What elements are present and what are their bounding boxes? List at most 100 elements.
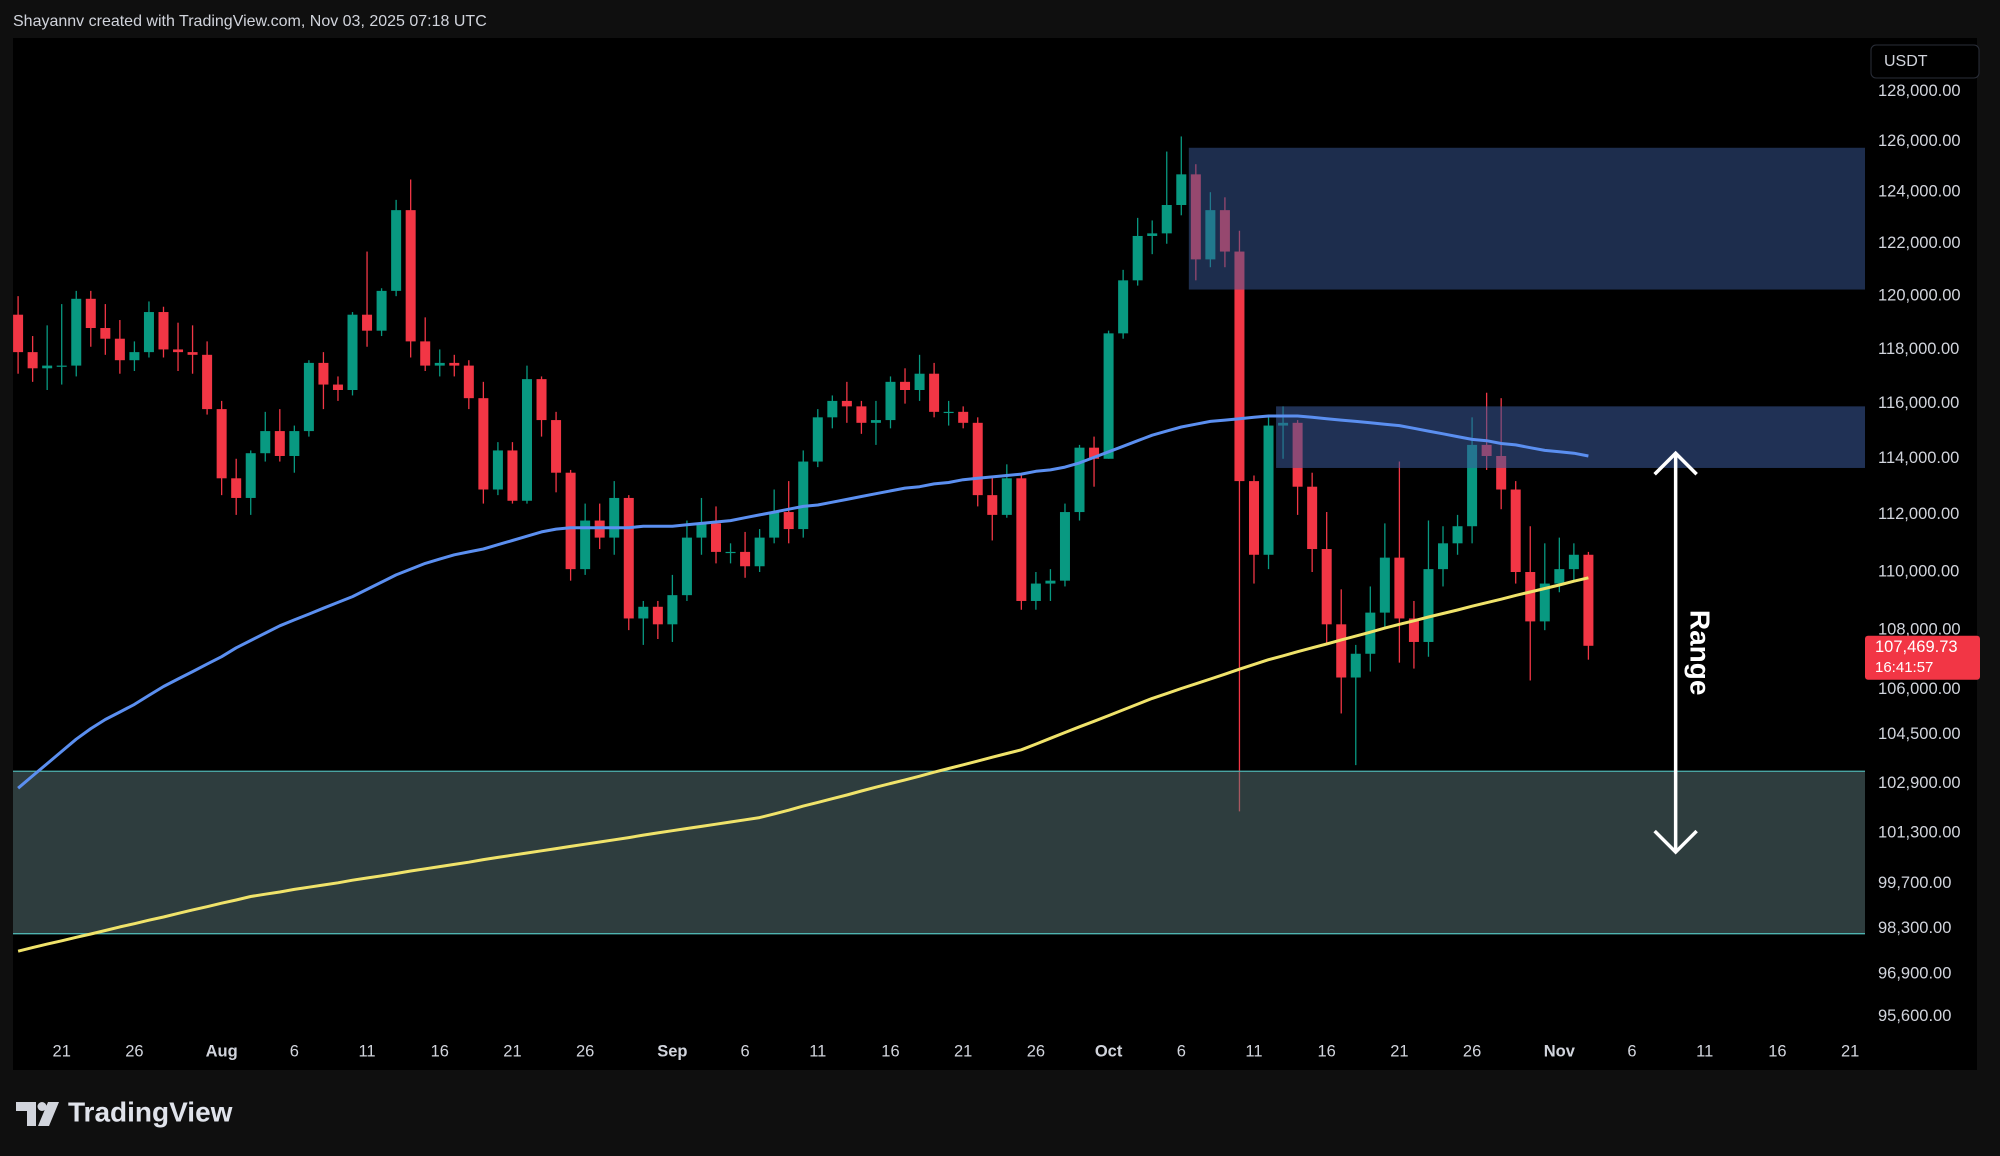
candle-body bbox=[551, 420, 562, 473]
candle-body bbox=[303, 362, 314, 432]
x-tick-label: 16 bbox=[431, 1042, 449, 1060]
x-tick-label: Oct bbox=[1095, 1042, 1123, 1060]
x-tick-label: 11 bbox=[358, 1042, 375, 1060]
x-tick-label: 21 bbox=[1841, 1042, 1859, 1060]
candle-body bbox=[463, 365, 474, 399]
candle-body bbox=[623, 497, 634, 619]
candle-body bbox=[1059, 512, 1070, 581]
candle-body bbox=[958, 411, 969, 423]
x-tick-label: Nov bbox=[1544, 1042, 1576, 1060]
currency-box bbox=[1870, 44, 1980, 79]
candle-body bbox=[638, 606, 649, 619]
candle-body bbox=[1568, 554, 1579, 570]
x-tick-label: 21 bbox=[53, 1042, 71, 1060]
candle-body bbox=[332, 384, 343, 390]
y-tick-label: 114,000.00 bbox=[1878, 449, 1959, 467]
candle-body bbox=[740, 551, 751, 567]
candle-body bbox=[274, 431, 285, 456]
candle-body bbox=[565, 472, 576, 570]
candle-body bbox=[289, 431, 300, 456]
candle-body bbox=[173, 349, 184, 353]
candle-body bbox=[216, 409, 227, 479]
zone bbox=[1188, 147, 1865, 290]
candle-body bbox=[536, 379, 547, 421]
candle-body bbox=[798, 461, 809, 530]
candle-body bbox=[914, 373, 925, 390]
brand: TradingView bbox=[68, 1096, 233, 1127]
candle-body bbox=[100, 328, 111, 339]
candle-body bbox=[434, 362, 445, 366]
candle-body bbox=[187, 352, 198, 355]
candle-body bbox=[1408, 618, 1419, 642]
candle-body bbox=[362, 314, 373, 331]
logo-mark bbox=[16, 1102, 36, 1126]
candle-body bbox=[376, 290, 387, 331]
candle-body bbox=[900, 381, 911, 390]
candle-body bbox=[449, 362, 460, 366]
candle-body bbox=[870, 420, 881, 423]
x-tick-label: 11 bbox=[1245, 1042, 1262, 1060]
candle-body bbox=[580, 520, 591, 570]
x-tick-label: 26 bbox=[1027, 1042, 1045, 1060]
candle-body bbox=[1030, 583, 1041, 601]
candle-body bbox=[1234, 251, 1245, 482]
currency: USDT bbox=[1884, 53, 1928, 70]
candle-body bbox=[987, 495, 998, 515]
x-tick-label: 16 bbox=[1318, 1042, 1336, 1060]
candle-body bbox=[245, 453, 256, 498]
candle-body bbox=[1510, 489, 1521, 573]
y-tick-label: 126,000.00 bbox=[1878, 132, 1961, 150]
y-tick-label: 99,700.00 bbox=[1878, 874, 1951, 892]
x-tick-label: 6 bbox=[1177, 1042, 1186, 1060]
y-tick-label: 110,000.00 bbox=[1878, 562, 1959, 580]
candle-body bbox=[1321, 549, 1332, 625]
candle-body bbox=[681, 537, 692, 596]
candle-body bbox=[13, 314, 24, 353]
candle-body bbox=[1539, 583, 1550, 622]
x-tick-label: 21 bbox=[1390, 1042, 1408, 1060]
x-tick-label: 11 bbox=[809, 1042, 826, 1060]
y-tick-label: 106,000.00 bbox=[1878, 680, 1961, 698]
candle-body bbox=[507, 450, 518, 501]
y-tick-label: 101,300.00 bbox=[1878, 824, 1961, 842]
candle-body bbox=[1452, 526, 1463, 544]
zone bbox=[1276, 406, 1865, 468]
x-tick-label: 6 bbox=[740, 1042, 749, 1060]
candle-body bbox=[391, 210, 402, 291]
candle-body bbox=[1438, 543, 1449, 570]
x-tick-label: 26 bbox=[125, 1042, 143, 1060]
candle-body bbox=[114, 338, 125, 361]
y-tick-label: 120,000.00 bbox=[1878, 287, 1961, 305]
candle-body bbox=[1074, 447, 1085, 513]
candle-body bbox=[1089, 447, 1100, 459]
candle-body bbox=[1147, 233, 1158, 236]
candle-body bbox=[841, 400, 852, 407]
candle-body bbox=[27, 352, 38, 369]
candle-body bbox=[129, 352, 140, 361]
candle-body bbox=[1307, 486, 1318, 550]
candle-body bbox=[1394, 557, 1405, 619]
candle-body bbox=[769, 512, 780, 538]
candle-body bbox=[725, 551, 736, 554]
logo-dot bbox=[37, 1102, 47, 1111]
candle-body bbox=[85, 298, 96, 329]
candle-body bbox=[1016, 478, 1027, 601]
candle-body bbox=[1379, 557, 1390, 613]
y-tick-label: 128,000.00 bbox=[1878, 82, 1961, 100]
candle-body bbox=[492, 450, 503, 490]
moving-average bbox=[17, 576, 1589, 953]
candle-body bbox=[1554, 569, 1565, 584]
candle-body bbox=[754, 537, 765, 567]
x-tick-label: 6 bbox=[290, 1042, 299, 1060]
x-tick-label: 16 bbox=[1768, 1042, 1786, 1060]
y-tick-label: 118,000.00 bbox=[1878, 340, 1959, 358]
x-tick-label: 21 bbox=[954, 1042, 972, 1060]
candle-body bbox=[1132, 235, 1143, 281]
candle-body bbox=[420, 341, 431, 366]
countdown: 16:41:57 bbox=[1875, 659, 1933, 676]
x-tick-label: 16 bbox=[881, 1042, 899, 1060]
candle-body bbox=[1423, 569, 1434, 642]
candle-body bbox=[42, 365, 53, 369]
candle-body bbox=[885, 381, 896, 421]
candle-body bbox=[929, 373, 940, 412]
